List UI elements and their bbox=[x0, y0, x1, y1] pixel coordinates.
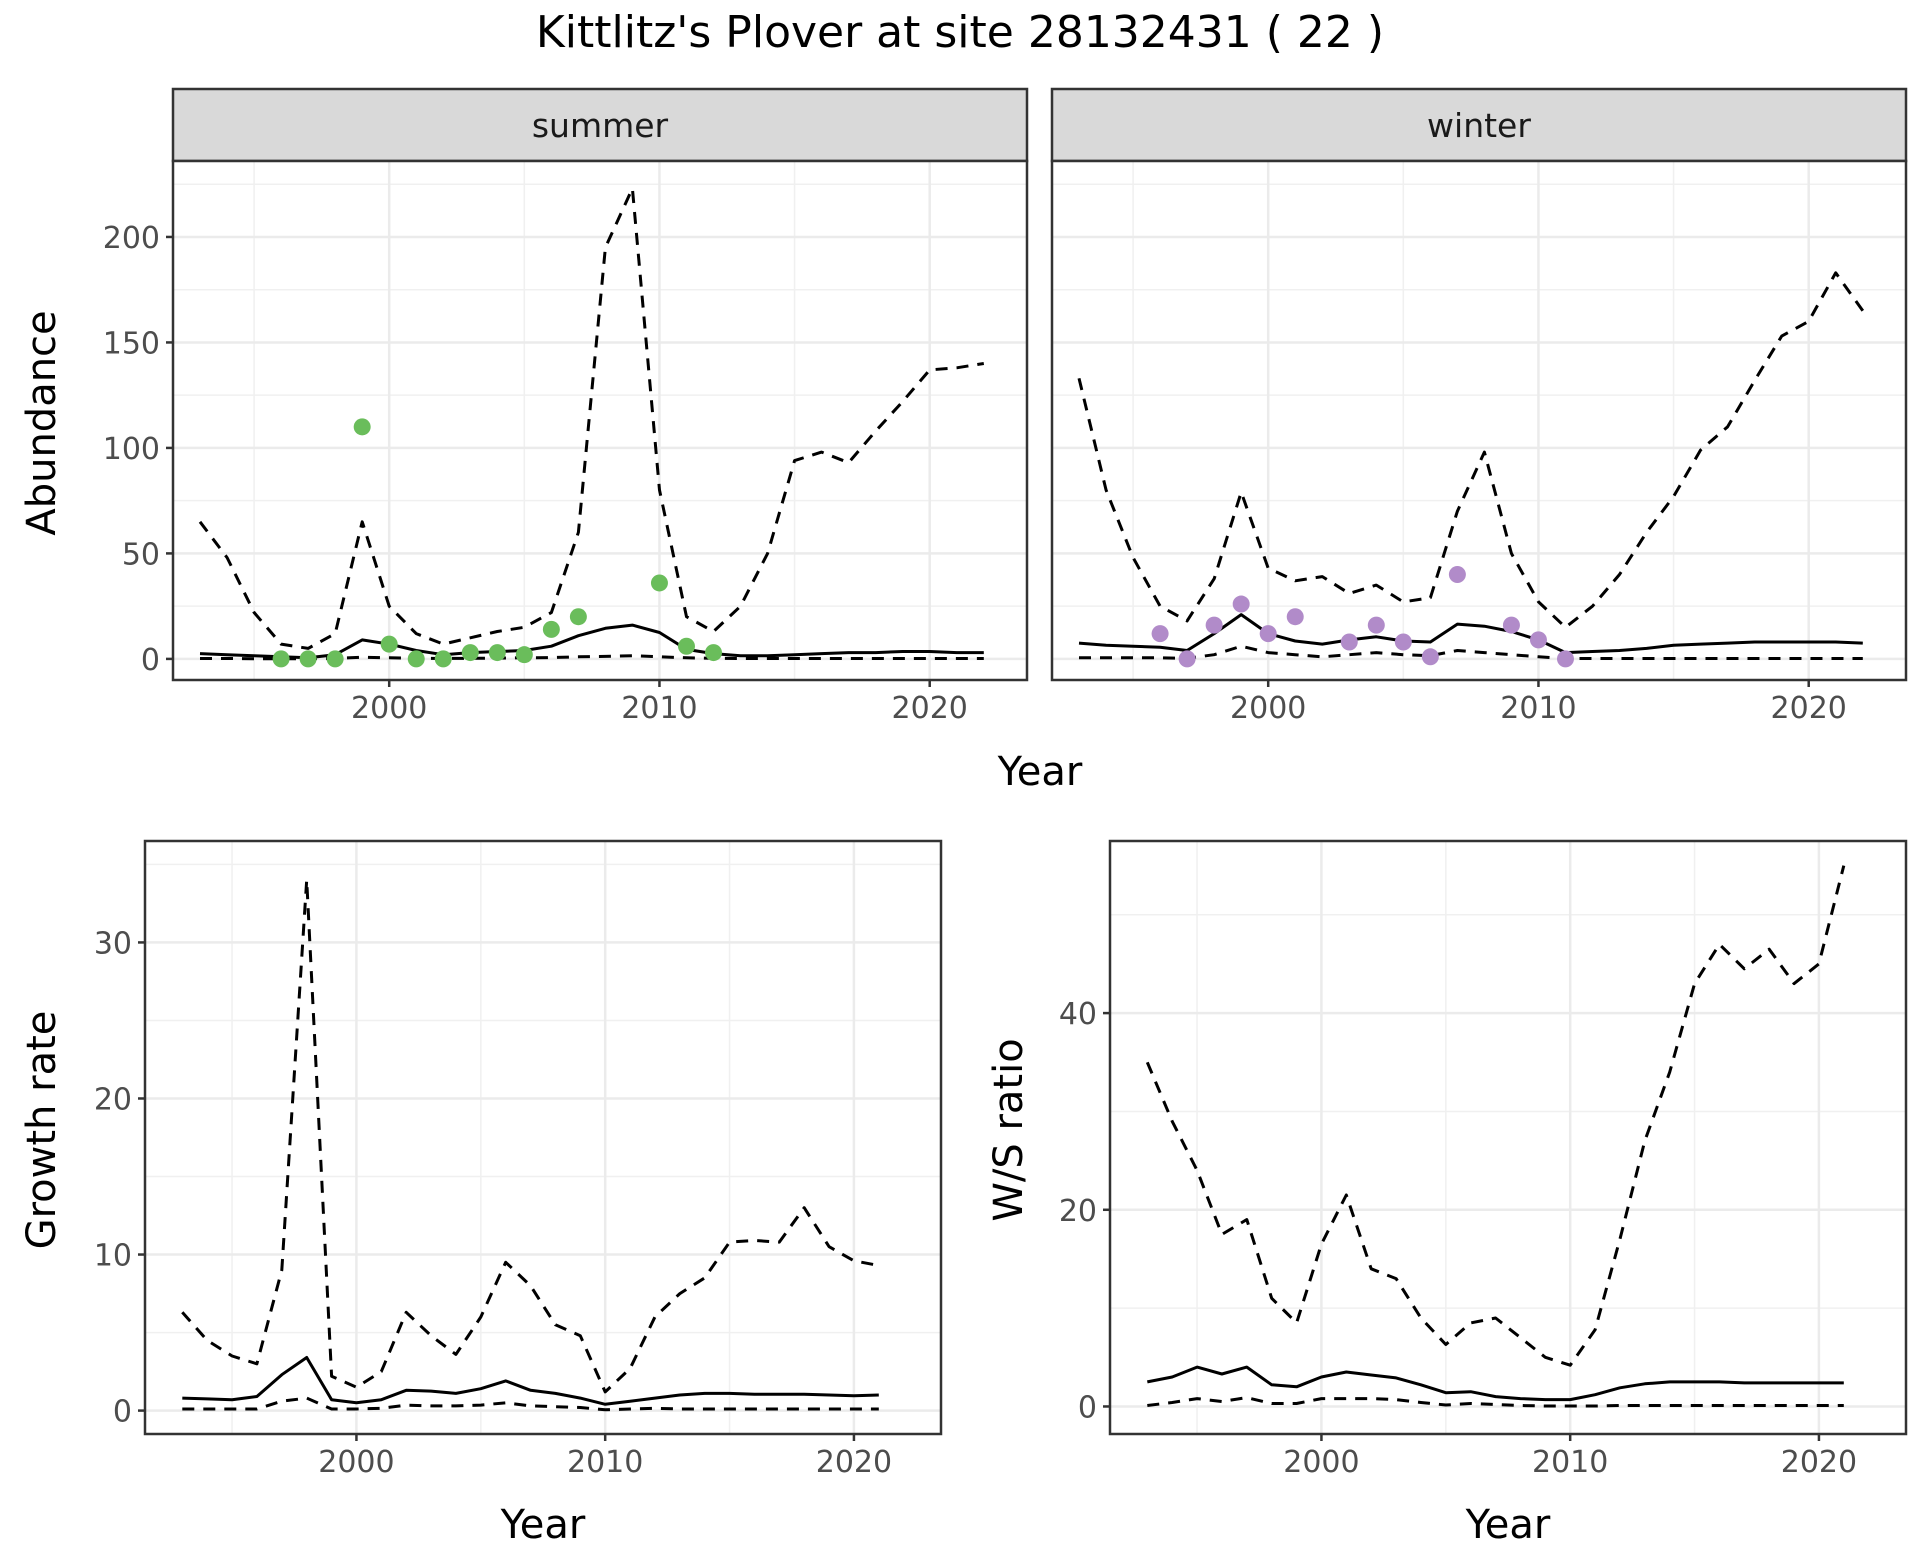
ratio-plot-area bbox=[1110, 841, 1906, 1434]
summer-observed-point bbox=[461, 644, 479, 662]
ratio-panel-border bbox=[1108, 839, 1908, 1436]
plot-winter: 2000 2010 2020 bbox=[1050, 159, 1908, 726]
ratio-estimate-line bbox=[1147, 1365, 1844, 1402]
plot-growth-rate: 2000 2010 2020 0 10 20 30 bbox=[94, 839, 943, 1480]
summer-panel-border bbox=[171, 159, 1029, 682]
summer-observed-point bbox=[407, 650, 425, 668]
growth-estimate-line bbox=[182, 1356, 879, 1406]
panel-ws-ratio: 2000 2010 2020 0 20 40 W/S ratio Year bbox=[986, 839, 1908, 1548]
summer-observed-point bbox=[326, 650, 344, 668]
summer-x-tick-label: 2000 bbox=[351, 691, 427, 726]
winter-lower-line bbox=[1079, 644, 1863, 660]
summer-observed-point bbox=[650, 574, 668, 592]
summer-y-tick-label: 100 bbox=[103, 432, 160, 467]
ratio-y-axis-title: W/S ratio bbox=[986, 1038, 1032, 1221]
summer-observed-point bbox=[515, 646, 533, 664]
summer-upper-line bbox=[198, 186, 985, 650]
summer-observed-point bbox=[272, 650, 290, 668]
growth-y-tick-label: 0 bbox=[113, 1395, 132, 1430]
summer-x-tick-label: 2020 bbox=[892, 691, 968, 726]
abundance-x-axis-title: Year bbox=[997, 749, 1083, 795]
summer-x-tick-label: 2010 bbox=[621, 691, 697, 726]
growth-y-tick-label: 10 bbox=[94, 1239, 132, 1274]
winter-observed-point bbox=[1205, 616, 1223, 634]
figure-title: Kittlitz's Plover at site 28132431 ( 22 … bbox=[536, 7, 1384, 58]
ratio-x-tick-label: 2020 bbox=[1781, 1445, 1857, 1480]
winter-observed-point bbox=[1286, 608, 1304, 626]
summer-observed-point bbox=[488, 644, 506, 662]
growth-plot-area bbox=[145, 841, 941, 1434]
summer-plot-area bbox=[173, 161, 1027, 680]
summer-observed-point bbox=[705, 644, 723, 662]
summer-observed-point bbox=[569, 608, 587, 626]
strip-winter-label: winter bbox=[1427, 106, 1531, 145]
summer-y-tick-label: 200 bbox=[103, 221, 160, 256]
ratio-x-tick-label: 2000 bbox=[1283, 1445, 1359, 1480]
winter-observed-point bbox=[1421, 648, 1439, 666]
ratio-y-tick-label: 0 bbox=[1078, 1390, 1097, 1425]
growth-y-tick-label: 30 bbox=[94, 926, 132, 961]
summer-observed-point bbox=[434, 650, 452, 668]
winter-plot-area bbox=[1052, 161, 1906, 680]
panel-winter: winter 2000 2010 2020 bbox=[1050, 87, 1908, 726]
growth-x-tick-label: 2000 bbox=[318, 1445, 394, 1480]
winter-observed-point bbox=[1178, 650, 1196, 668]
winter-observed-point bbox=[1259, 625, 1277, 643]
winter-observed-point bbox=[1529, 631, 1547, 649]
winter-estimate-line bbox=[1078, 613, 1863, 655]
abundance-y-axis-title: Abundance bbox=[19, 310, 65, 535]
strip-summer-label: summer bbox=[532, 106, 669, 145]
ratio-y-tick-label: 20 bbox=[1059, 1194, 1097, 1229]
winter-observed-point bbox=[1448, 566, 1466, 584]
winter-x-tick-label: 2020 bbox=[1771, 691, 1847, 726]
growth-y-axis-title: Growth rate bbox=[19, 1011, 65, 1250]
growth-x-tick-label: 2010 bbox=[567, 1445, 643, 1480]
winter-observed-point bbox=[1556, 650, 1574, 668]
plot-summer: 2000 2010 2020 0 50 100 150 200 bbox=[103, 159, 1029, 726]
winter-observed-point bbox=[1394, 633, 1412, 651]
winter-x-tick-label: 2000 bbox=[1230, 691, 1306, 726]
growth-y-tick-label: 20 bbox=[94, 1082, 132, 1117]
ratio-upper-line bbox=[1145, 865, 1846, 1367]
winter-observed-point bbox=[1232, 595, 1250, 613]
ratio-x-tick-label: 2010 bbox=[1532, 1445, 1608, 1480]
growth-panel-border bbox=[143, 839, 943, 1436]
strip-winter-background bbox=[1050, 87, 1908, 163]
summer-observed-point bbox=[677, 637, 695, 655]
winter-observed-point bbox=[1502, 616, 1520, 634]
summer-observed-point bbox=[380, 635, 398, 653]
winter-observed-point bbox=[1340, 633, 1358, 651]
summer-observed-point bbox=[542, 620, 560, 638]
winter-panel-border bbox=[1050, 159, 1908, 682]
growth-upper-line bbox=[181, 878, 880, 1394]
summer-y-tick-label: 50 bbox=[122, 537, 160, 572]
summer-y-tick-label: 150 bbox=[103, 326, 160, 361]
winter-upper-line bbox=[1077, 271, 1865, 629]
panel-growth-rate: 2000 2010 2020 0 10 20 30 Growth rate Year bbox=[19, 839, 943, 1548]
growth-x-axis-title: Year bbox=[500, 1502, 586, 1548]
strip-summer-background bbox=[171, 87, 1029, 163]
winter-observed-point bbox=[1151, 625, 1169, 643]
summer-observed-point bbox=[353, 418, 371, 436]
ratio-y-tick-label: 40 bbox=[1059, 997, 1097, 1032]
summer-y-tick-label: 0 bbox=[141, 643, 160, 678]
winter-observed-point bbox=[1367, 616, 1385, 634]
plot-ws-ratio: 2000 2010 2020 0 20 40 bbox=[1059, 839, 1908, 1480]
growth-x-tick-label: 2020 bbox=[816, 1445, 892, 1480]
ratio-x-axis-title: Year bbox=[1465, 1502, 1551, 1548]
panel-summer: summer 2000 2010 2020 0 50 100 150 200 bbox=[103, 87, 1029, 726]
winter-x-tick-label: 2010 bbox=[1500, 691, 1576, 726]
summer-observed-point bbox=[299, 650, 317, 668]
